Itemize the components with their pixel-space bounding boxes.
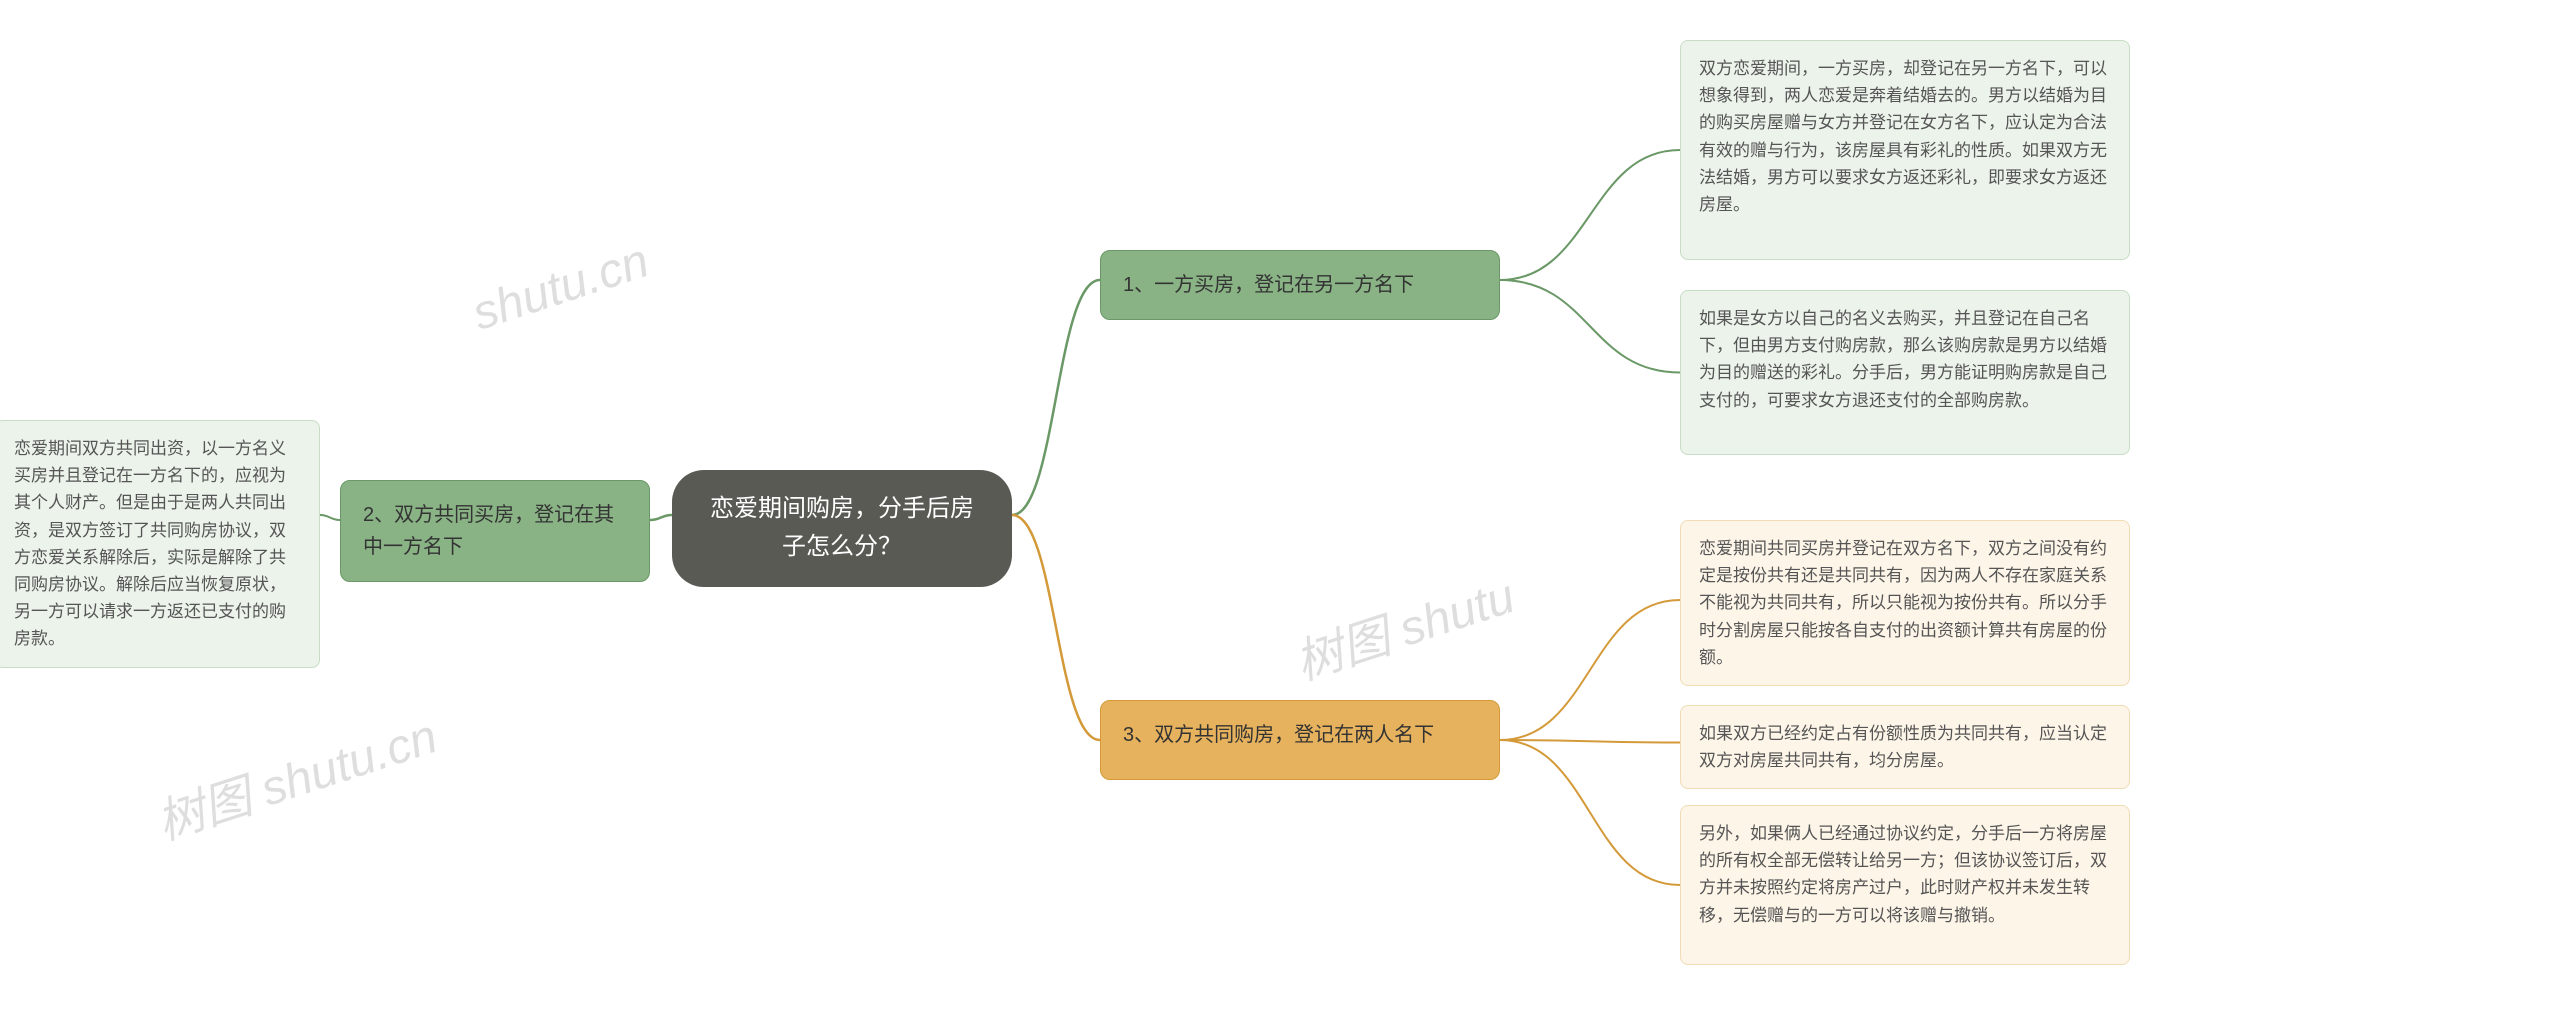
leaf-node: 恋爱期间双方共同出资，以一方名义买房并且登记在一方名下的，应视为其个人财产。但是… bbox=[0, 420, 320, 668]
branch-node[interactable]: 1、一方买房，登记在另一方名下 bbox=[1100, 250, 1500, 320]
branch-node[interactable]: 2、双方共同买房，登记在其中一方名下 bbox=[340, 480, 650, 582]
branch-node[interactable]: 3、双方共同购房，登记在两人名下 bbox=[1100, 700, 1500, 780]
center-node[interactable]: 恋爱期间购房，分手后房子怎么分？ bbox=[672, 470, 1012, 587]
leaf-node: 双方恋爱期间，一方买房，却登记在另一方名下，可以想象得到，两人恋爱是奔着结婚去的… bbox=[1680, 40, 2130, 260]
watermark: 树图 shutu.cn bbox=[146, 697, 444, 853]
watermark: 树图 shutu bbox=[1285, 557, 1522, 694]
leaf-node: 恋爱期间共同买房并登记在双方名下，双方之间没有约定是按份共有还是共同共有，因为两… bbox=[1680, 520, 2130, 686]
leaf-node: 如果是女方以自己的名义去购买，并且登记在自己名下，但由男方支付购房款，那么该购房… bbox=[1680, 290, 2130, 455]
leaf-node: 另外，如果俩人已经通过协议约定，分手后一方将房屋的所有权全部无偿转让给另一方；但… bbox=[1680, 805, 2130, 965]
leaf-node: 如果双方已经约定占有份额性质为共同共有，应当认定双方对房屋共同共有，均分房屋。 bbox=[1680, 705, 2130, 789]
watermark: shutu.cn bbox=[466, 233, 656, 341]
